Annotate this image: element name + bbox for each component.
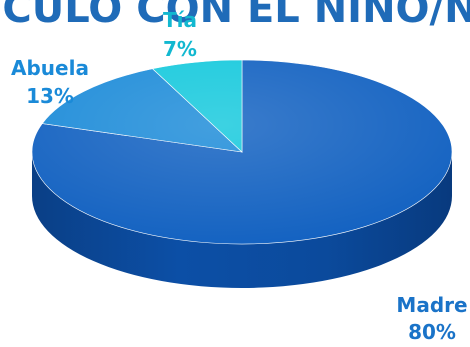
pie-side	[32, 152, 452, 288]
slice-label-value-abuela: 13%	[26, 84, 74, 108]
slice-label-value-madre: 80%	[408, 320, 456, 344]
pie-shine	[32, 60, 452, 244]
slice-label-name-madre: Madre	[396, 293, 467, 317]
slice-label-name-tia: Tía	[163, 8, 197, 32]
slice-label-value-tia: 7%	[163, 37, 197, 61]
slice-label-name-abuela: Abuela	[11, 56, 89, 80]
pie-labels: Madre 80% Abuela 13% Tía 7%	[11, 8, 468, 344]
chart-title: VÍNCULO CON EL NIÑO/NIÑA	[0, 0, 470, 32]
